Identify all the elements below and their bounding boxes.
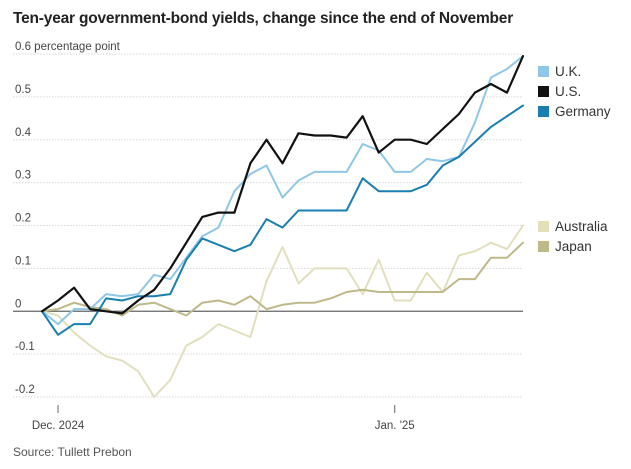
legend-label: U.S.	[555, 84, 582, 99]
series-line-u-s	[40, 54, 525, 315]
y-tick-label: 0	[15, 298, 21, 310]
x-tick-label: Jan. '25	[375, 420, 415, 432]
y-tick-label: -0.1	[15, 341, 35, 353]
y-tick-label: 0.2	[15, 213, 31, 225]
y-tick-label: 0.6 percentage point	[15, 41, 121, 53]
chart-title: Ten-year government-bond yields, change …	[13, 10, 514, 27]
legend-label: Australia	[555, 219, 608, 234]
x-tick-label: Dec. 2024	[32, 420, 85, 432]
legend-label: Germany	[555, 104, 611, 119]
legend-swatch	[538, 221, 549, 232]
y-tick-label: -0.2	[15, 384, 35, 396]
legend-item: Japan	[538, 239, 592, 254]
legend-swatch	[538, 241, 549, 252]
legend-label: U.K.	[555, 64, 582, 79]
legend-item: U.K.	[538, 64, 581, 79]
y-tick-label: 0.1	[15, 255, 31, 267]
legend-swatch	[538, 106, 549, 117]
legend-label: Japan	[555, 239, 592, 254]
legend-item: U.S.	[538, 84, 581, 99]
legend-item: Germany	[538, 104, 611, 119]
axes: -0.2 -0.1 0 0.1 0.2 0.3 0.4 0.5 0.6 percentage p…	[15, 41, 415, 432]
source-note: Source: Tullett Prebon	[13, 445, 132, 459]
y-tick-label: 0.5	[15, 84, 31, 96]
series-line-u-k	[41, 55, 524, 326]
series-line-japan	[41, 241, 524, 317]
legend-swatch	[538, 66, 549, 77]
y-tick-label: 0.3	[15, 170, 31, 182]
y-tick-label: 0.4	[15, 127, 32, 139]
series-lines	[40, 54, 525, 398]
series-line-germany	[41, 104, 524, 336]
legend-swatch	[538, 86, 549, 97]
legend-item: Australia	[538, 219, 608, 234]
